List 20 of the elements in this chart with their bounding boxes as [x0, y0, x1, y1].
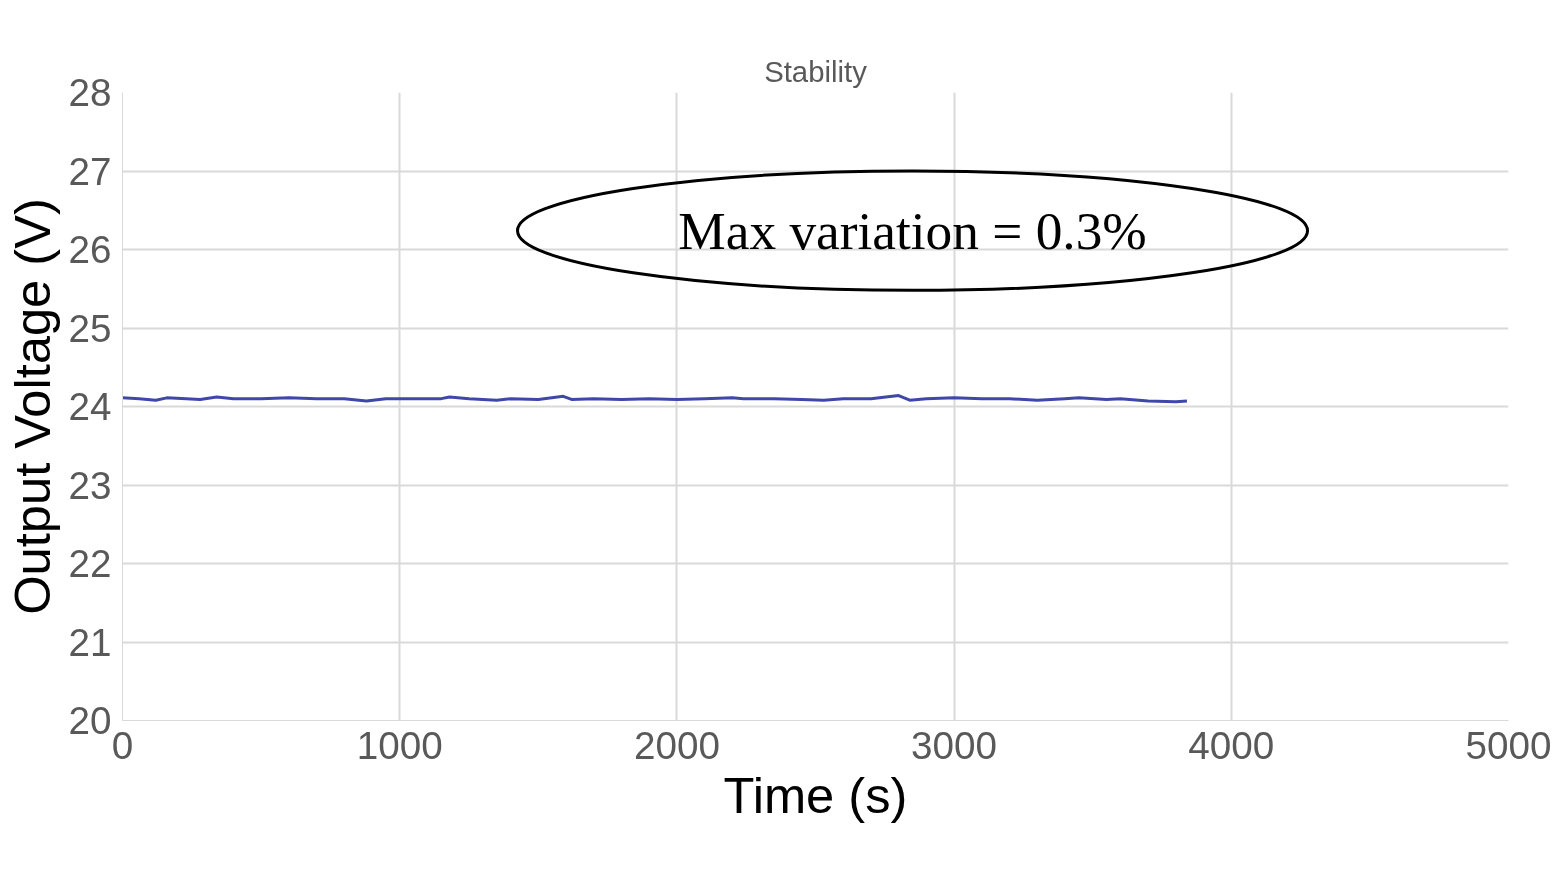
y-axis-title: Output Voltage (V) — [3, 198, 61, 615]
y-tick-label: 25 — [68, 306, 112, 350]
y-tick-label: 20 — [68, 699, 112, 742]
x-tick-label: 1000 — [356, 723, 443, 767]
x-tick-label: 0 — [111, 723, 134, 767]
line-series — [122, 394, 1189, 404]
y-tick-label: 27 — [68, 149, 112, 193]
y-tick-label: 21 — [68, 620, 112, 664]
x-tick-label: 2000 — [633, 723, 720, 767]
y-tick-label: 22 — [68, 542, 112, 585]
x-tick-label: 5000 — [1465, 723, 1552, 767]
x-tick-label: 3000 — [911, 723, 998, 767]
x-axis-title: Time (s) — [723, 766, 908, 824]
y-tick-label: 24 — [68, 385, 112, 428]
annotation: Max variation = 0.3% — [678, 200, 1147, 261]
x-tick-label: 4000 — [1188, 723, 1275, 767]
y-tick-label: 23 — [68, 463, 112, 507]
chart-title: Stability — [764, 54, 868, 88]
y-tick-label: 26 — [68, 228, 112, 271]
y-tick-label: 28 — [68, 71, 112, 114]
